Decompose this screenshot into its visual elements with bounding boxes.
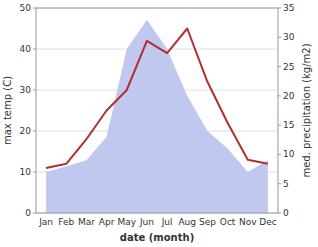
tick [278, 154, 281, 155]
tick-label: 20 [283, 91, 295, 101]
plot-frame [36, 8, 278, 213]
tick [278, 213, 281, 214]
y-axis: 0 10 20 30 40 50 max temp (C) [2, 3, 36, 218]
tick [33, 213, 36, 214]
tick-label: Jul [161, 217, 173, 227]
temperature-line [46, 29, 268, 168]
tick-label: Apr [99, 217, 115, 227]
grid [36, 8, 278, 213]
tick-label: Jun [139, 217, 154, 227]
x-axis: Jan Feb Mar AprMayJun Jul AugSep OctNovDec date… [38, 217, 277, 243]
tick [33, 49, 36, 50]
tick [278, 95, 281, 96]
tick-label: 0 [283, 208, 289, 218]
axis-label: max temp (C) [2, 76, 13, 145]
tick-label: 50 [20, 3, 32, 13]
tick [278, 183, 281, 184]
tick-label: Oct [220, 217, 236, 227]
tick-label: 10 [283, 149, 295, 159]
tick-label: 5 [283, 179, 289, 189]
tick [33, 172, 36, 173]
tick-label: Sep [199, 217, 216, 227]
axis-label: med. precipitation (kg/m2) [301, 43, 312, 177]
precipitation-area [46, 20, 268, 213]
tick-label: 25 [283, 62, 294, 72]
tick-label: Mar [78, 217, 95, 227]
y2-axis: 0 5 10 15 20 25 30 35 med. precipitation (kg/m2) [278, 3, 312, 218]
tick [278, 8, 281, 9]
tick [33, 131, 36, 132]
tick-label: 20 [20, 126, 32, 136]
axis-label: date (month) [120, 232, 194, 243]
data-group [46, 20, 268, 213]
tick-label: 10 [20, 167, 32, 177]
tick-label: Jan [38, 217, 53, 227]
tick-label: 40 [20, 44, 32, 54]
tick-label: May [117, 217, 136, 227]
tick [33, 8, 36, 9]
tick-label: 15 [283, 120, 294, 130]
tick-label: Nov [239, 217, 257, 227]
tick [33, 90, 36, 91]
tick-label: 35 [283, 3, 294, 13]
tick [278, 66, 281, 67]
tick [278, 37, 281, 38]
tick-label: 0 [25, 208, 31, 218]
tick-label: Dec [259, 217, 276, 227]
tick-label: 30 [20, 85, 32, 95]
chart: 0 10 20 30 40 50 max temp (C) 0 5 10 15 20 25 30 35 med… [0, 0, 318, 247]
tick-label: Feb [58, 217, 74, 227]
tick-label: 30 [283, 32, 295, 42]
tick-label: Aug [178, 217, 196, 227]
tick [278, 125, 281, 126]
